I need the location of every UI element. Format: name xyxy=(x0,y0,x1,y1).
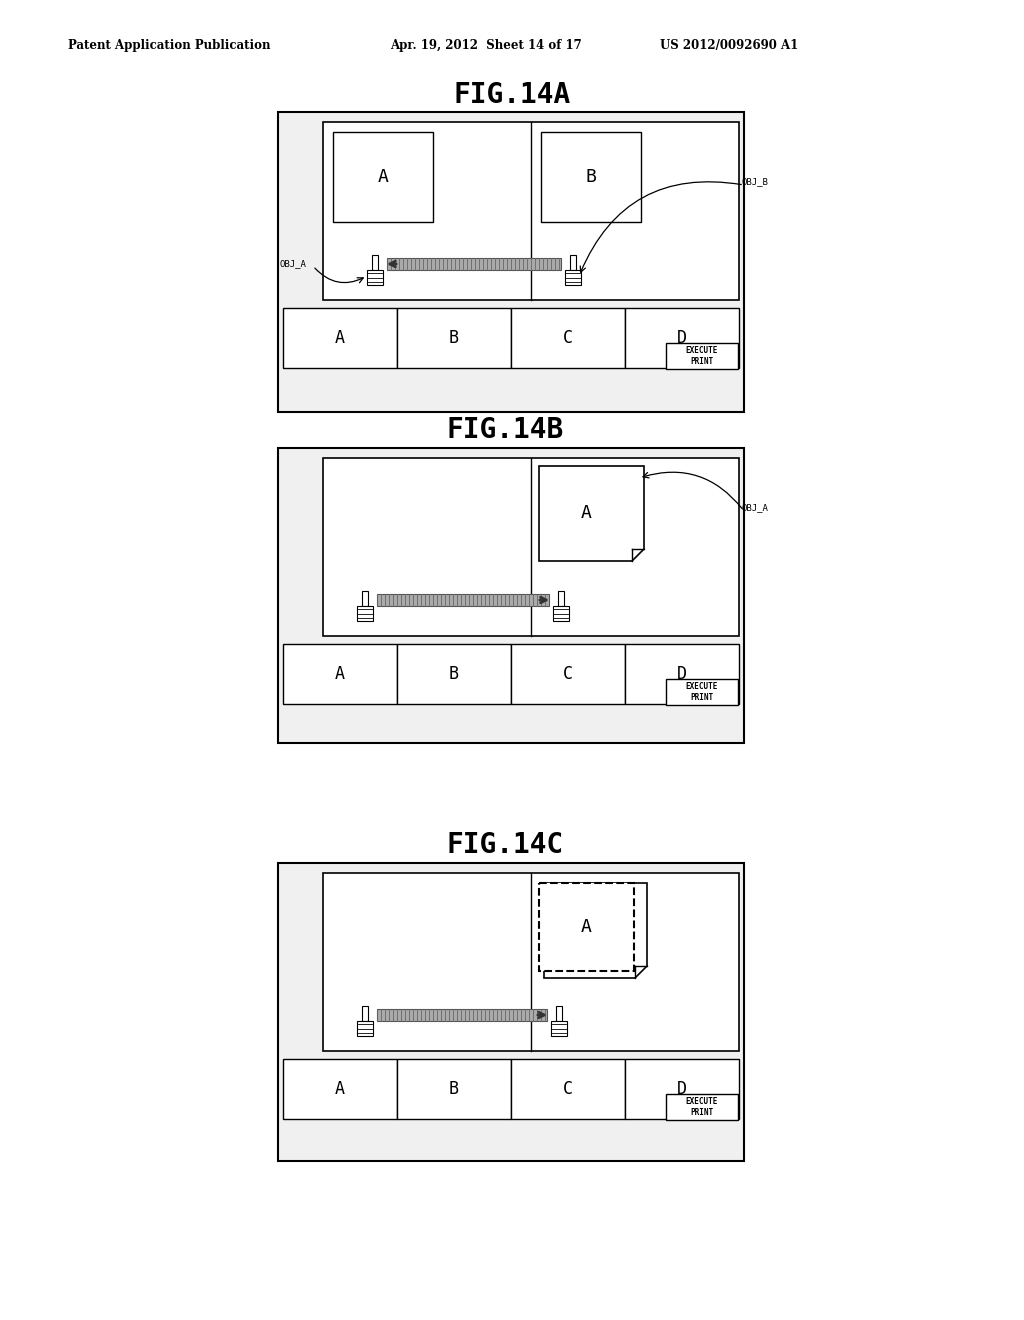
Bar xyxy=(357,606,373,622)
Text: C: C xyxy=(563,665,573,682)
Bar xyxy=(570,255,575,271)
Bar xyxy=(539,883,634,972)
Text: A: A xyxy=(335,329,345,347)
Text: FIG.14C: FIG.14C xyxy=(446,832,563,859)
Bar xyxy=(278,447,744,743)
Bar xyxy=(397,1059,511,1119)
Bar xyxy=(397,644,511,704)
Bar xyxy=(283,644,397,704)
Text: D: D xyxy=(677,329,687,347)
Bar xyxy=(372,255,378,271)
Bar xyxy=(283,308,397,368)
Text: B: B xyxy=(449,1080,459,1098)
Text: EXECUTE
PRINT: EXECUTE PRINT xyxy=(686,682,718,702)
Bar xyxy=(625,644,739,704)
Bar xyxy=(666,1094,738,1119)
Text: FIG.14B: FIG.14B xyxy=(446,416,563,444)
Text: Apr. 19, 2012  Sheet 14 of 17: Apr. 19, 2012 Sheet 14 of 17 xyxy=(390,38,582,51)
Bar xyxy=(377,594,549,606)
Bar xyxy=(551,1020,566,1036)
Text: FIG.14A: FIG.14A xyxy=(454,81,570,110)
Text: D: D xyxy=(677,1080,687,1098)
Text: A: A xyxy=(335,1080,345,1098)
Bar xyxy=(362,591,368,606)
Bar xyxy=(397,308,511,368)
Text: B: B xyxy=(449,329,459,347)
Bar xyxy=(323,458,739,636)
Bar xyxy=(333,132,433,222)
Bar xyxy=(511,308,625,368)
Bar xyxy=(368,271,383,285)
Bar xyxy=(387,257,561,271)
Bar xyxy=(625,308,739,368)
Bar xyxy=(666,343,738,370)
Bar xyxy=(511,644,625,704)
Text: OBJ_A: OBJ_A xyxy=(741,503,768,512)
Bar xyxy=(556,1006,562,1020)
Text: B: B xyxy=(586,168,596,186)
Bar xyxy=(565,271,581,285)
Bar xyxy=(283,1059,397,1119)
Text: B: B xyxy=(449,665,459,682)
Text: C: C xyxy=(563,329,573,347)
Text: OBJ_B: OBJ_B xyxy=(741,177,768,186)
Bar xyxy=(511,1059,625,1119)
Text: EXECUTE
PRINT: EXECUTE PRINT xyxy=(686,1097,718,1117)
Text: A: A xyxy=(378,168,388,186)
Text: US 2012/0092690 A1: US 2012/0092690 A1 xyxy=(660,38,799,51)
Text: Patent Application Publication: Patent Application Publication xyxy=(68,38,270,51)
Bar xyxy=(553,606,568,622)
Bar xyxy=(278,112,744,412)
Polygon shape xyxy=(539,466,644,561)
Bar xyxy=(377,1008,547,1020)
Bar xyxy=(541,132,641,222)
Text: EXECUTE
PRINT: EXECUTE PRINT xyxy=(686,346,718,366)
Text: D: D xyxy=(677,665,687,682)
Bar xyxy=(278,863,744,1162)
Bar xyxy=(625,1059,739,1119)
Bar xyxy=(357,1020,373,1036)
Text: A: A xyxy=(581,917,592,936)
Polygon shape xyxy=(544,883,647,978)
Text: A: A xyxy=(335,665,345,682)
Bar xyxy=(323,121,739,300)
Text: C: C xyxy=(563,1080,573,1098)
Bar xyxy=(323,873,739,1051)
Bar xyxy=(558,591,564,606)
Text: A: A xyxy=(581,504,592,523)
Bar xyxy=(666,678,738,705)
Bar xyxy=(362,1006,368,1020)
Text: OBJ_A: OBJ_A xyxy=(280,260,307,268)
